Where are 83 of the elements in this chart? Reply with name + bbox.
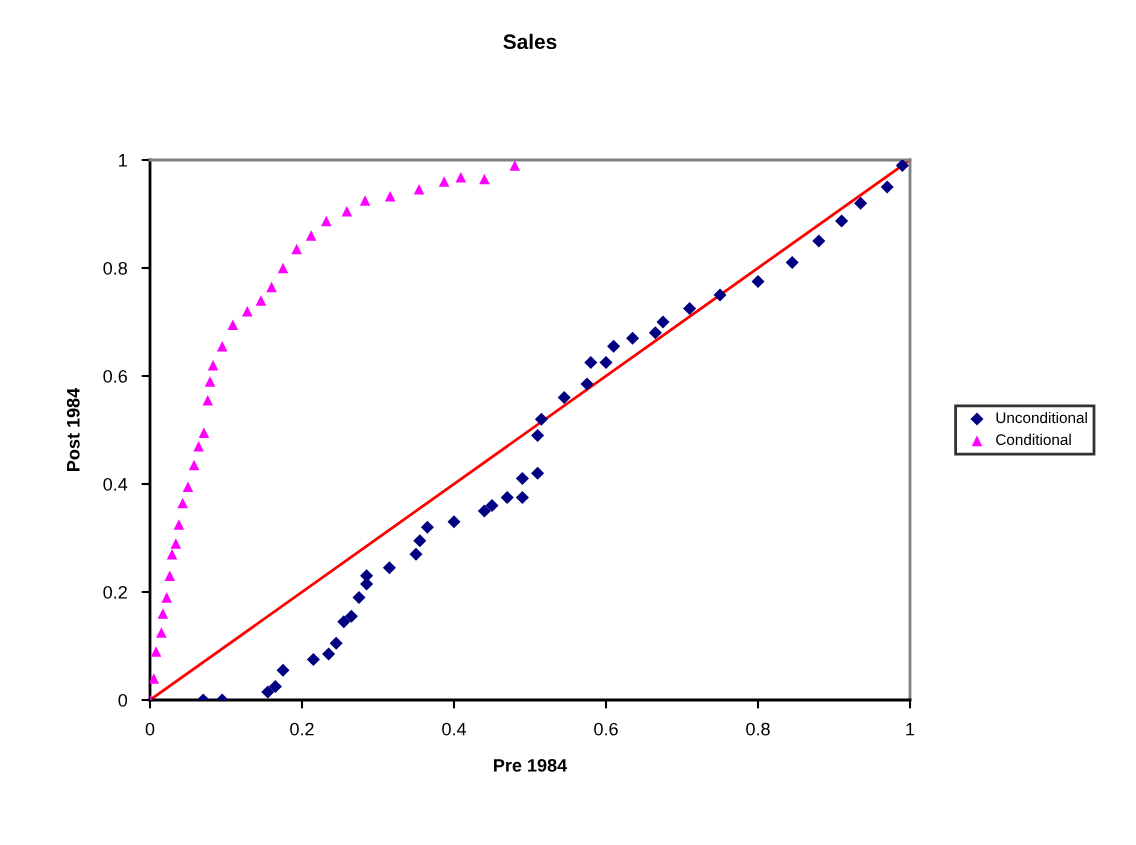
point bbox=[344, 609, 358, 623]
point bbox=[785, 256, 799, 270]
point bbox=[531, 466, 545, 480]
y-tick-label: 0.8 bbox=[103, 261, 127, 275]
point bbox=[202, 395, 214, 406]
y-tick-label: 0.4 bbox=[103, 477, 128, 491]
x-tick-label: 0.4 bbox=[442, 722, 467, 736]
point bbox=[438, 176, 450, 187]
point bbox=[531, 428, 545, 442]
point bbox=[261, 685, 275, 699]
point bbox=[242, 305, 253, 317]
point bbox=[266, 281, 277, 293]
point bbox=[477, 504, 491, 518]
y-tick-label: 0.2 bbox=[103, 585, 127, 599]
point bbox=[227, 319, 239, 330]
point bbox=[306, 652, 320, 667]
point bbox=[515, 490, 529, 505]
point bbox=[268, 679, 282, 694]
point bbox=[322, 647, 336, 661]
point bbox=[413, 534, 427, 548]
point bbox=[515, 472, 529, 486]
point bbox=[198, 427, 210, 438]
point bbox=[170, 538, 182, 549]
legend-label: Conditional bbox=[996, 433, 1071, 446]
y-tick-label: 0.6 bbox=[103, 369, 127, 383]
point bbox=[895, 160, 909, 172]
point bbox=[485, 499, 499, 513]
point bbox=[161, 592, 172, 603]
point bbox=[835, 214, 849, 228]
point bbox=[626, 331, 640, 345]
chart-title: Sales bbox=[503, 33, 557, 50]
point bbox=[599, 355, 613, 370]
point bbox=[321, 215, 332, 227]
point bbox=[607, 339, 621, 353]
point bbox=[255, 295, 267, 306]
point bbox=[479, 173, 490, 185]
point bbox=[509, 160, 521, 171]
x-tick-label: 0 bbox=[145, 722, 155, 736]
point bbox=[854, 196, 868, 210]
y-tick-label: 1 bbox=[119, 154, 127, 167]
x-tick-label: 0.2 bbox=[290, 722, 314, 736]
point bbox=[305, 230, 317, 241]
point bbox=[352, 590, 366, 604]
point bbox=[157, 608, 169, 619]
point bbox=[182, 481, 194, 492]
point bbox=[812, 234, 826, 248]
point bbox=[276, 663, 290, 677]
x-axis-title: Pre 1984 bbox=[494, 758, 568, 772]
point bbox=[713, 288, 727, 302]
point bbox=[683, 301, 697, 316]
point bbox=[337, 615, 351, 629]
point bbox=[204, 376, 216, 387]
legend-label: Unconditional bbox=[996, 411, 1087, 424]
point bbox=[557, 391, 571, 405]
point bbox=[584, 355, 598, 370]
x-tick-label: 0.8 bbox=[746, 722, 770, 736]
point bbox=[751, 274, 765, 289]
point bbox=[580, 377, 594, 391]
point bbox=[534, 412, 548, 426]
point bbox=[329, 636, 343, 650]
point bbox=[455, 172, 467, 183]
point bbox=[447, 515, 461, 529]
point bbox=[500, 490, 514, 505]
point bbox=[150, 673, 160, 684]
x-tick-label: 1 bbox=[906, 722, 915, 736]
point bbox=[291, 243, 302, 255]
point bbox=[341, 206, 353, 217]
point bbox=[382, 561, 396, 575]
y-axis-title: Post 1984 bbox=[66, 387, 80, 471]
point bbox=[216, 341, 228, 352]
point bbox=[409, 547, 423, 561]
y-tick-label: 0 bbox=[118, 693, 128, 707]
point bbox=[420, 520, 434, 534]
point bbox=[656, 315, 670, 329]
point bbox=[177, 497, 188, 509]
point bbox=[880, 180, 894, 194]
point bbox=[648, 326, 662, 340]
point bbox=[164, 570, 176, 582]
point bbox=[156, 627, 167, 638]
point bbox=[359, 195, 371, 206]
point bbox=[173, 519, 185, 530]
point bbox=[150, 646, 162, 657]
x-tick-label: 0.6 bbox=[594, 722, 618, 736]
